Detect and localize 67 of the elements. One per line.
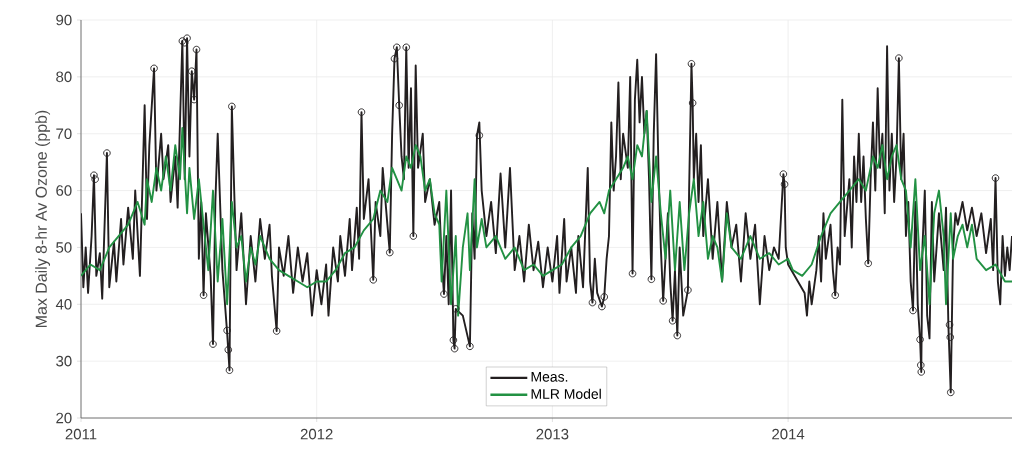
- y-tick-label: 80: [56, 71, 72, 83]
- y-tick-label: 50: [56, 242, 72, 253]
- point: [357, 108, 366, 116]
- point: [946, 333, 955, 342]
- point: [402, 43, 411, 52]
- x-tick-label: 2013: [536, 428, 569, 440]
- y-tick-label: 40: [55, 298, 72, 310]
- point: [409, 232, 418, 240]
- point: [440, 290, 448, 298]
- point: [668, 317, 677, 325]
- x-tick-label: 2011: [65, 428, 97, 440]
- point: [647, 275, 656, 284]
- point: [450, 344, 459, 353]
- point: [103, 149, 111, 157]
- point: [452, 305, 460, 313]
- point: [228, 102, 236, 111]
- point: [91, 175, 99, 183]
- point: [188, 67, 196, 75]
- point: [991, 174, 1000, 182]
- point: [945, 321, 954, 329]
- x-tick-label: 2012: [300, 428, 333, 440]
- y-tick-label: 70: [56, 128, 72, 139]
- point: [946, 388, 955, 397]
- point: [150, 64, 158, 73]
- point: [393, 43, 401, 52]
- point: [916, 335, 924, 344]
- point: [90, 171, 98, 179]
- point: [600, 293, 608, 301]
- point: [909, 306, 917, 315]
- point: [673, 331, 682, 340]
- point: [199, 291, 208, 299]
- point: [395, 101, 403, 110]
- point: [224, 346, 233, 354]
- point: [684, 286, 692, 294]
- point: [831, 291, 839, 299]
- y-tick-label: 30: [56, 355, 72, 367]
- point: [390, 54, 399, 63]
- point: [386, 248, 394, 257]
- point: [779, 170, 788, 178]
- point: [183, 34, 191, 42]
- point: [895, 54, 903, 62]
- point: [598, 302, 606, 311]
- point: [780, 180, 789, 189]
- point: [864, 259, 872, 268]
- point: [588, 298, 597, 307]
- point: [225, 366, 234, 374]
- point: [628, 269, 637, 278]
- y-tick-label: 90: [56, 14, 72, 26]
- point: [659, 297, 667, 305]
- point: [475, 131, 484, 140]
- legend-label: MLR Model: [531, 388, 601, 399]
- y-axis-title: Max Daily 8-hr Av Ozone (ppb): [35, 110, 51, 327]
- point: [449, 336, 458, 344]
- point: [369, 276, 378, 284]
- point: [687, 60, 696, 68]
- y-tick-label: 60: [56, 185, 72, 196]
- point: [192, 45, 201, 54]
- point: [688, 99, 697, 107]
- legend-label: Meas.: [531, 372, 568, 382]
- point: [209, 340, 217, 348]
- x-tick-label: 2014: [772, 428, 805, 440]
- point: [466, 342, 474, 351]
- point: [917, 361, 925, 369]
- y-tick-label: 20: [56, 412, 72, 424]
- point: [223, 326, 231, 335]
- point: [917, 368, 926, 376]
- point: [272, 327, 281, 335]
